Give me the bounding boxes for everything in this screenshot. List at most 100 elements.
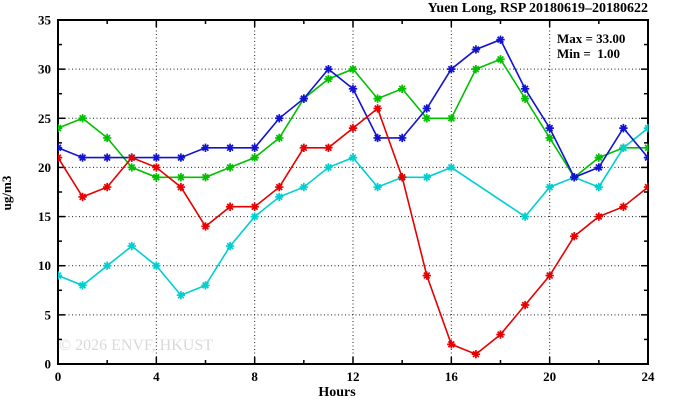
series-green-marker [373, 94, 382, 103]
series-blue-marker [78, 153, 87, 162]
series-blue-marker [102, 153, 112, 162]
plot-border [57, 19, 649, 365]
series-blue-marker [373, 133, 382, 143]
series-cyan-marker [520, 212, 530, 221]
x-axis-label: Hours [318, 385, 356, 400]
x-tick-label: 12 [347, 369, 360, 384]
series-blue-marker [422, 104, 431, 113]
series-cyan-marker [373, 182, 382, 192]
series-blue-marker [447, 64, 456, 74]
series-cyan-marker [58, 271, 63, 280]
series-blue-marker [225, 143, 235, 152]
y-tick-label: 15 [38, 209, 52, 224]
series-red-marker [373, 104, 382, 113]
series-green-marker [176, 173, 186, 182]
series-red-marker [78, 192, 87, 202]
series-red-marker [447, 340, 456, 349]
series-cyan-marker [225, 241, 235, 251]
y-tick-label: 25 [38, 111, 52, 126]
x-tick-label: 16 [445, 369, 459, 384]
series-green-marker [545, 133, 554, 143]
series-red-line [58, 107, 649, 356]
series-green-marker [78, 114, 87, 123]
series-blue-marker [397, 133, 407, 143]
x-tick-label: 24 [642, 369, 656, 384]
series-cyan [58, 123, 649, 300]
series-red-marker [594, 212, 604, 221]
series-blue-marker [324, 64, 333, 74]
series-blue-marker [201, 143, 210, 152]
series-blue-marker [58, 143, 63, 152]
series-cyan-marker [348, 153, 358, 162]
series-cyan-marker [545, 182, 554, 192]
y-tick-label: 30 [38, 62, 51, 77]
y-tick-label: 0 [45, 357, 52, 372]
series-green-marker [471, 64, 481, 74]
series-cyan-marker [447, 163, 456, 172]
series-green-marker [324, 74, 333, 84]
series-cyan-marker [127, 241, 136, 251]
series-blue-marker [619, 123, 628, 133]
series-red-marker [127, 153, 136, 162]
stats-box: Max = 33.00 Min = 1.00 [557, 31, 625, 61]
series-blue-marker [471, 45, 481, 54]
x-tick-label: 4 [153, 369, 160, 384]
series-red-marker [275, 182, 284, 192]
series-blue-marker [275, 114, 284, 123]
series-cyan-marker [619, 143, 628, 152]
series-green-marker [127, 163, 136, 172]
series-blue-marker [545, 123, 554, 133]
series-green-marker [275, 133, 284, 143]
series-green-marker [496, 55, 505, 64]
series-green-marker [348, 64, 358, 74]
series-red-marker [152, 163, 161, 172]
series-red-marker [201, 222, 210, 231]
series-red-marker [520, 300, 530, 310]
series-cyan-marker [643, 123, 649, 133]
series-cyan-marker [176, 291, 186, 300]
series-green-marker [250, 153, 259, 162]
series-red-marker [58, 153, 63, 162]
series-blue-marker [496, 35, 505, 44]
series-red-marker [102, 182, 112, 192]
series-cyan-marker [102, 261, 112, 270]
series-blue-marker [176, 153, 186, 162]
series-blue-marker [520, 84, 530, 93]
y-tick-label: 5 [45, 307, 52, 322]
y-tick-label: 10 [38, 258, 51, 273]
x-tick-label: 8 [251, 369, 258, 384]
series-red-marker [176, 182, 186, 192]
series-cyan-marker [324, 163, 333, 172]
series-red-marker [324, 143, 333, 152]
series-green-marker [102, 133, 112, 143]
watermark: © 2026 ENVF, HKUST [59, 337, 213, 354]
series-cyan-marker [422, 173, 431, 182]
series-blue-marker [570, 173, 579, 182]
series-red-marker [397, 173, 407, 182]
series-cyan-marker [78, 281, 87, 290]
series-cyan-marker [299, 182, 309, 192]
series-blue-marker [152, 153, 161, 162]
series-red [58, 104, 649, 359]
series-red-marker [619, 202, 628, 211]
series-blue-marker [299, 94, 309, 103]
x-tick-label: 0 [55, 369, 62, 384]
series-red-marker [299, 143, 309, 152]
series-green-marker [422, 114, 431, 123]
series-green-marker [447, 114, 456, 123]
series-green-marker [225, 163, 235, 172]
series-cyan-marker [594, 182, 604, 192]
series-cyan-marker [201, 281, 210, 290]
series-cyan-marker [250, 212, 259, 221]
series-red-marker [643, 182, 649, 192]
series-blue-marker [250, 143, 259, 152]
series-green-marker [520, 94, 530, 103]
series-blue-marker [643, 153, 649, 162]
series-red-marker [250, 202, 259, 211]
series-cyan-marker [275, 192, 284, 202]
series-red-marker [225, 202, 235, 211]
series-red-marker [471, 349, 481, 359]
series-green-marker [594, 153, 604, 162]
